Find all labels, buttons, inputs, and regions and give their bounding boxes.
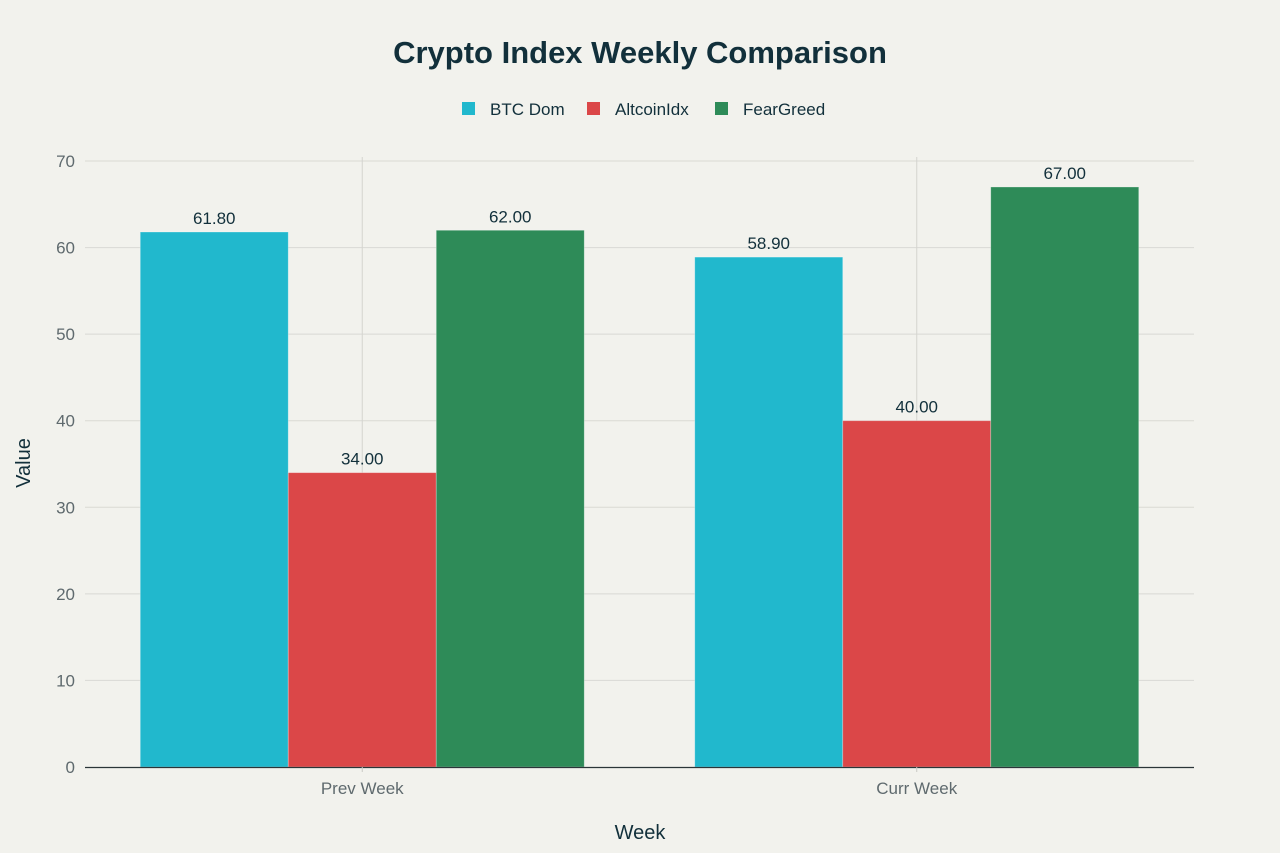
y-tick-label: 50	[56, 325, 75, 344]
legend: BTC Dom AltcoinIdx FearGreed	[462, 100, 825, 119]
data-labels: 61.80 34.00 62.00 58.90 40.00 67.00	[193, 164, 1086, 469]
data-label: 67.00	[1043, 164, 1086, 183]
data-label: 40.00	[895, 398, 938, 417]
legend-swatch	[715, 102, 728, 115]
y-tick-label: 0	[66, 758, 75, 777]
y-tick-label: 10	[56, 671, 75, 690]
data-label: 34.00	[341, 450, 384, 469]
legend-swatch	[587, 102, 600, 115]
legend-item: BTC Dom	[462, 100, 565, 119]
legend-label: BTC Dom	[490, 100, 565, 119]
bar-btc-dom	[694, 256, 844, 768]
bar-feargreed	[435, 229, 585, 768]
y-tick-label: 20	[56, 585, 75, 604]
y-tick-label: 40	[56, 412, 75, 431]
data-label: 58.90	[747, 234, 790, 253]
y-axis-title: Value	[13, 438, 35, 488]
bars	[139, 186, 1140, 768]
bar-altcoinidx	[842, 420, 992, 768]
chart-title: Crypto Index Weekly Comparison	[393, 35, 887, 70]
x-tick-label: Curr Week	[876, 779, 957, 798]
legend-item: AltcoinIdx	[587, 100, 689, 119]
y-axis-ticks: 0 10 20 30 40 50 60 70	[56, 152, 75, 777]
data-label: 62.00	[489, 207, 532, 226]
legend-swatch	[462, 102, 475, 115]
y-tick-label: 70	[56, 152, 75, 171]
x-tick-label: Prev Week	[321, 779, 404, 798]
x-axis-ticks: Prev Week Curr Week	[321, 767, 958, 798]
y-tick-label: 30	[56, 498, 75, 517]
legend-label: FearGreed	[743, 100, 825, 119]
data-label: 61.80	[193, 209, 236, 228]
y-tick-label: 60	[56, 239, 75, 258]
legend-label: AltcoinIdx	[615, 100, 689, 119]
legend-item: FearGreed	[715, 100, 825, 119]
bar-feargreed	[990, 186, 1140, 768]
x-axis-title: Week	[615, 822, 667, 844]
bar-altcoinidx	[287, 472, 437, 768]
bar-btc-dom	[139, 231, 289, 768]
